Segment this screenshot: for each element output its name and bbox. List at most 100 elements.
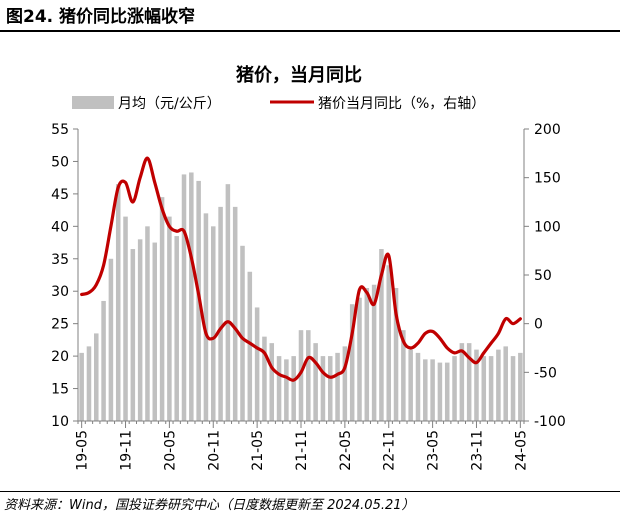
bar-19-05 [79, 352, 84, 421]
bar-20-10 [203, 213, 209, 421]
bar-21-10 [291, 356, 296, 421]
line-series [80, 156, 522, 382]
bar-21-05 [254, 307, 260, 421]
legend-bar-swatch [72, 96, 114, 109]
legend-line-label: 猪价当月同比（%，右轴） [318, 96, 485, 112]
bar-19-06 [86, 346, 92, 421]
x-tick-label: 22-05 [338, 430, 354, 471]
y-right-tick-label: 50 [534, 268, 552, 284]
bar-24-01 [488, 356, 494, 421]
y-left-tick-label: 40 [51, 219, 69, 235]
bar-23-02 [408, 349, 413, 421]
bar-19-07 [94, 333, 99, 421]
footer-rule [0, 491, 620, 492]
bar-22-09 [371, 284, 377, 421]
bar-22-06 [349, 304, 355, 421]
bar-22-02 [320, 356, 326, 421]
title-rule [0, 30, 620, 32]
bar-20-03 [152, 242, 158, 421]
bar-19-08 [101, 300, 106, 421]
y-right-tick-label: -50 [534, 365, 557, 381]
bar-22-05 [342, 346, 348, 421]
chart-title: 猪价，当月同比 [235, 64, 362, 86]
bar-21-02 [232, 206, 238, 421]
bar-23-03 [415, 352, 421, 421]
bar-20-05 [167, 216, 172, 421]
bar-series [79, 172, 523, 421]
bar-23-08 [452, 356, 457, 421]
x-axis: 19-05 19-11 20-05 20-11 21-05 21-11 22-05 22-11… [75, 420, 529, 471]
bar-19-11 [123, 216, 128, 421]
bar-22-01 [313, 343, 318, 421]
y-left-tick-label: 35 [51, 252, 69, 268]
bar-24-04 [510, 356, 516, 421]
y-right-tick-label: -100 [534, 414, 566, 430]
bar-23-07 [444, 362, 450, 421]
x-tick-label: 20-05 [162, 430, 178, 471]
bar-20-11 [211, 226, 216, 421]
x-tick-label: 23-05 [426, 430, 442, 471]
bar-23-10 [466, 343, 472, 421]
y-left-tick-label: 50 [51, 154, 69, 170]
bar-20-06 [174, 236, 179, 421]
bar-22-12 [393, 287, 399, 421]
bar-21-06 [262, 336, 267, 421]
bar-20-04 [159, 197, 165, 421]
y-left-tick-label: 10 [51, 414, 69, 430]
chart: 猪价，当月同比 月均（元/公斤） 猪价当月同比（%，右轴） 10 15 20 25 30… [51, 64, 566, 471]
y-left-tick-label: 15 [51, 382, 69, 398]
bar-23-06 [437, 362, 443, 421]
bar-21-03 [240, 245, 245, 421]
bar-23-04 [423, 359, 428, 421]
bar-24-02 [496, 349, 501, 421]
bar-21-01 [225, 184, 231, 421]
bar-22-11 [386, 265, 391, 421]
y-right-tick-label: 0 [534, 317, 543, 333]
bar-22-03 [327, 356, 333, 421]
line-yoy [80, 156, 522, 382]
y-axis-left: 10 15 20 25 30 35 40 45 50 55 [51, 122, 79, 430]
bar-23-09 [459, 343, 465, 421]
bar-23-12 [481, 356, 487, 421]
source-note: 资料来源：Wind，国投证券研究中心（日度数据更新至 2024.05.21） [4, 498, 415, 513]
bar-21-09 [284, 359, 289, 421]
bar-22-10 [379, 249, 384, 421]
bar-22-08 [364, 287, 370, 421]
figure-title: 图24. 猪价同比涨幅收窄 [6, 7, 196, 27]
bar-21-04 [247, 271, 253, 421]
y-right-tick-label: 200 [534, 122, 561, 138]
bar-20-01 [137, 239, 143, 421]
legend-bar-label: 月均（元/公斤） [118, 96, 221, 112]
bar-23-11 [474, 349, 479, 421]
bar-22-07 [357, 297, 362, 421]
x-tick-label: 19-05 [75, 430, 91, 471]
bar-20-12 [218, 206, 223, 421]
bar-19-09 [108, 258, 114, 421]
y-right-tick-label: 150 [534, 171, 561, 187]
y-right-tick-label: 100 [534, 219, 561, 235]
x-tick-label: 23-11 [469, 430, 485, 471]
x-tick-label: 21-11 [294, 430, 310, 471]
legend: 月均（元/公斤） 猪价当月同比（%，右轴） [72, 96, 485, 112]
bar-19-10 [115, 184, 121, 421]
x-tick-label: 21-05 [250, 430, 266, 471]
y-left-tick-label: 55 [51, 122, 69, 138]
bar-19-12 [130, 249, 136, 421]
y-left-tick-label: 30 [51, 284, 69, 300]
y-left-tick-label: 20 [51, 349, 69, 365]
bar-20-08 [189, 172, 194, 421]
bar-21-12 [306, 330, 311, 421]
bar-23-05 [430, 359, 435, 421]
bar-20-02 [145, 226, 150, 421]
bar-24-05 [518, 352, 523, 421]
y-axis-right: -100 -50 0 50 100 150 200 [523, 122, 566, 430]
bar-24-03 [503, 346, 508, 421]
x-tick-label: 24-05 [513, 430, 529, 471]
bar-21-07 [269, 343, 275, 421]
y-left-tick-label: 25 [51, 317, 69, 333]
bar-20-07 [181, 174, 187, 421]
x-tick-label: 19-11 [119, 430, 135, 471]
x-tick-label: 20-11 [206, 430, 222, 471]
x-tick-label: 22-11 [382, 430, 398, 471]
bar-23-01 [401, 330, 406, 421]
